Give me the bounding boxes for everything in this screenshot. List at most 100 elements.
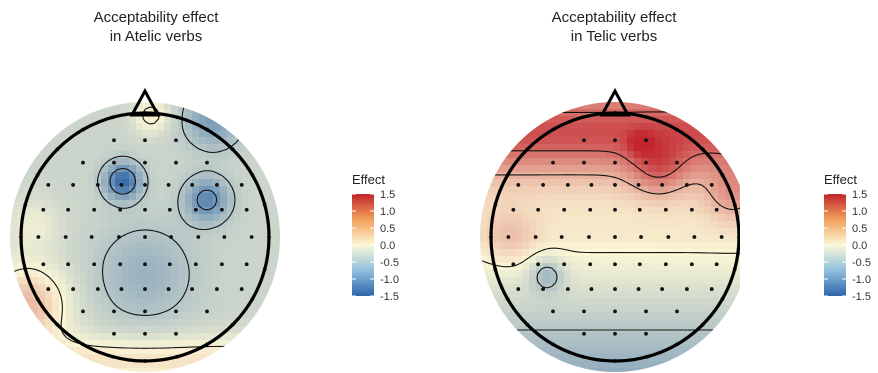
heatmap-cell (157, 298, 165, 306)
heatmap-cell (571, 277, 579, 285)
heatmap-cell (178, 221, 186, 229)
electrode-dot (644, 138, 648, 143)
heatmap-cell (739, 172, 740, 180)
heatmap-cell (136, 186, 144, 194)
heatmap-cell (606, 207, 614, 215)
contour-segment (523, 259, 527, 262)
heatmap-cell (87, 242, 95, 250)
heatmap-cell (676, 284, 684, 292)
heatmap-cell (501, 137, 509, 145)
heatmap-cell (17, 137, 25, 145)
heatmap-cell (627, 193, 635, 201)
heatmap-cell (248, 270, 256, 278)
heatmap-cell (248, 347, 256, 355)
heatmap-cell (592, 123, 600, 131)
heatmap-cell (683, 340, 691, 348)
heatmap-cell (94, 340, 102, 348)
heatmap-cell (192, 263, 200, 271)
heatmap-cell (543, 172, 551, 180)
electrode-dot (536, 207, 541, 212)
heatmap-cell (662, 312, 670, 320)
heatmap-cell (529, 186, 537, 194)
heatmap-cell (564, 200, 572, 208)
heatmap-cell (676, 123, 684, 131)
heatmap-cell (536, 270, 544, 278)
electrode-dot (196, 235, 201, 239)
heatmap-cell (269, 312, 277, 320)
heatmap-cell (641, 361, 649, 369)
heatmap-cell (648, 235, 656, 243)
heatmap-cell (592, 130, 600, 138)
heatmap-cell (613, 312, 621, 320)
heatmap-cell (241, 123, 249, 131)
electrode-dot (511, 207, 516, 212)
heatmap-cell (732, 228, 740, 236)
heatmap-cell (38, 151, 46, 159)
heatmap-cell (66, 361, 74, 369)
heatmap-cell (480, 179, 488, 187)
heatmap-cell (543, 256, 551, 264)
electrode-dot (559, 235, 564, 239)
heatmap-cell (655, 235, 663, 243)
heatmap-cell (192, 277, 200, 285)
heatmap-cell (31, 228, 39, 236)
heatmap-cell (599, 298, 607, 306)
heatmap-cell (599, 291, 607, 299)
electrode-dot (143, 235, 147, 239)
heatmap-cell (241, 200, 249, 208)
heatmap-cell (620, 172, 628, 180)
heatmap-cell (739, 102, 740, 110)
heatmap-cell (248, 207, 256, 215)
heatmap-cell (487, 291, 495, 299)
heatmap-cell (59, 368, 67, 372)
contour-segment (40, 270, 45, 274)
heatmap-cell (248, 249, 256, 257)
heatmap-cell (718, 179, 726, 187)
heatmap-cell (220, 165, 228, 173)
contour-segment (131, 313, 134, 315)
color-legend: Effect 1.5 1.0 0.5 0.0 -0.5 -1.0 -1.5 (352, 172, 432, 322)
topoplot-panel-telic: Acceptability effect in Telic verbs Effe… (440, 0, 878, 373)
heatmap-cell (101, 158, 109, 166)
heatmap-cell (578, 158, 586, 166)
heatmap-cell (669, 200, 677, 208)
heatmap-cell (227, 193, 235, 201)
heatmap-cell (676, 151, 684, 159)
heatmap-cell (171, 207, 179, 215)
heatmap-cell (45, 193, 53, 201)
heatmap-cell (178, 165, 186, 173)
heatmap-cell (136, 137, 144, 145)
heatmap-cell (592, 256, 600, 264)
heatmap-cell (248, 340, 256, 348)
heatmap-cell (662, 291, 670, 299)
heatmap-cell (80, 277, 88, 285)
colorbar-tick-label: 0.5 (852, 223, 867, 235)
heatmap-cell (557, 235, 565, 243)
heatmap-cell (143, 179, 151, 187)
contour-segment (536, 274, 539, 279)
heatmap-cell (52, 116, 60, 124)
contour-segment (134, 204, 137, 206)
heatmap-cell (564, 214, 572, 222)
contour-segment (181, 218, 187, 224)
heatmap-cell (115, 284, 123, 292)
heatmap-cell (627, 144, 635, 152)
heatmap-cell (508, 361, 516, 369)
heatmap-cell (620, 123, 628, 131)
electrode-dot (675, 309, 679, 314)
heatmap-cell (143, 144, 151, 152)
heatmap-cell (241, 151, 249, 159)
heatmap-cell (641, 263, 649, 271)
heatmap-cell (501, 235, 509, 243)
heatmap-cell (690, 242, 698, 250)
heatmap-cell (108, 347, 116, 355)
heatmap-cell (94, 256, 102, 264)
heatmap-cell (529, 165, 537, 173)
heatmap-cell (115, 172, 123, 180)
heatmap-cell (494, 123, 502, 131)
heatmap-cell (178, 340, 186, 348)
heatmap-cell (192, 291, 200, 299)
heatmap-cell (508, 284, 516, 292)
heatmap-cell (543, 200, 551, 208)
heatmap-cell (529, 298, 537, 306)
